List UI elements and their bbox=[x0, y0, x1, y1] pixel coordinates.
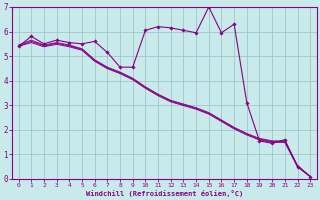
X-axis label: Windchill (Refroidissement éolien,°C): Windchill (Refroidissement éolien,°C) bbox=[86, 190, 243, 197]
